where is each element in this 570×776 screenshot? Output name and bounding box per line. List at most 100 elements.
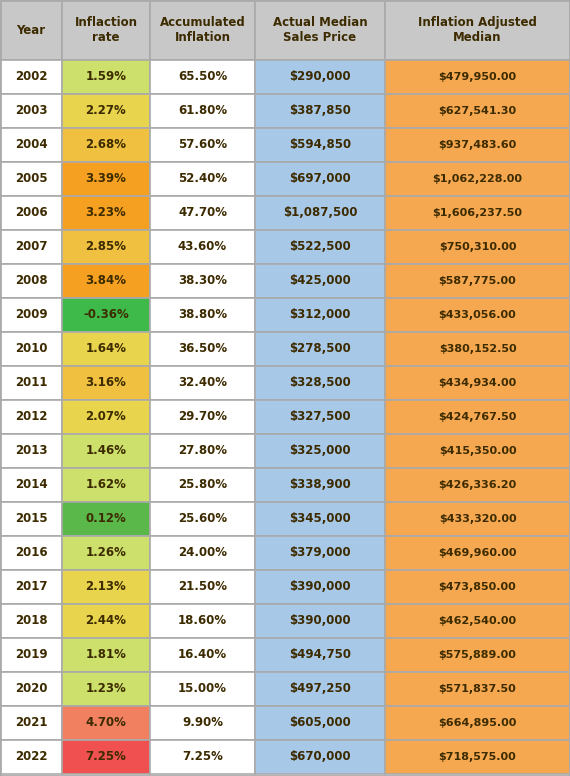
Text: $433,320.00: $433,320.00: [439, 514, 516, 524]
Text: 38.30%: 38.30%: [178, 275, 227, 287]
Text: $575,889.00: $575,889.00: [438, 650, 516, 660]
Bar: [62, 230, 150, 264]
Bar: [150, 366, 255, 400]
Text: $425,000: $425,000: [289, 275, 351, 287]
Text: 2018: 2018: [15, 615, 47, 628]
Text: 2003: 2003: [15, 105, 47, 117]
Bar: [62, 332, 150, 366]
Text: $415,350.00: $415,350.00: [439, 446, 516, 456]
Text: $434,934.00: $434,934.00: [438, 378, 516, 388]
Bar: [385, 434, 570, 468]
Bar: [0, 332, 62, 366]
Bar: [62, 60, 150, 94]
Text: 0.12%: 0.12%: [86, 512, 127, 525]
Bar: [0, 298, 62, 332]
Bar: [255, 264, 385, 298]
Bar: [62, 0, 150, 60]
Text: 2019: 2019: [15, 649, 47, 661]
Bar: [0, 264, 62, 298]
Bar: [150, 298, 255, 332]
Bar: [62, 196, 150, 230]
Bar: [385, 128, 570, 162]
Text: $497,250: $497,250: [289, 683, 351, 695]
Bar: [0, 366, 62, 400]
Text: 1.23%: 1.23%: [86, 683, 127, 695]
Text: Actual Median
Sales Price: Actual Median Sales Price: [272, 16, 367, 44]
Bar: [62, 570, 150, 604]
Bar: [62, 468, 150, 502]
Text: 3.16%: 3.16%: [86, 376, 127, 390]
Text: 2.85%: 2.85%: [86, 241, 127, 254]
Bar: [150, 162, 255, 196]
Text: 27.80%: 27.80%: [178, 445, 227, 458]
Text: 2.68%: 2.68%: [86, 138, 127, 151]
Text: $664,895.00: $664,895.00: [438, 718, 516, 728]
Bar: [385, 740, 570, 774]
Text: $605,000: $605,000: [289, 716, 351, 729]
Text: 52.40%: 52.40%: [178, 172, 227, 185]
Text: $473,850.00: $473,850.00: [439, 582, 516, 592]
Bar: [255, 604, 385, 638]
Text: 1.81%: 1.81%: [86, 649, 127, 661]
Text: $1,062,228.00: $1,062,228.00: [433, 174, 523, 184]
Text: Year: Year: [17, 23, 46, 36]
Text: $345,000: $345,000: [289, 512, 351, 525]
Bar: [255, 298, 385, 332]
Text: $424,767.50: $424,767.50: [438, 412, 516, 422]
Text: $379,000: $379,000: [289, 546, 351, 559]
Bar: [385, 162, 570, 196]
Text: 32.40%: 32.40%: [178, 376, 227, 390]
Text: -0.36%: -0.36%: [83, 309, 129, 321]
Text: $937,483.60: $937,483.60: [438, 140, 516, 150]
Text: $494,750: $494,750: [289, 649, 351, 661]
Text: 2006: 2006: [15, 206, 47, 220]
Bar: [255, 502, 385, 536]
Bar: [385, 502, 570, 536]
Text: $469,960.00: $469,960.00: [438, 548, 517, 558]
Bar: [385, 298, 570, 332]
Text: 1.62%: 1.62%: [86, 479, 127, 491]
Text: $328,500: $328,500: [289, 376, 351, 390]
Bar: [255, 672, 385, 706]
Bar: [62, 366, 150, 400]
Bar: [0, 672, 62, 706]
Text: 2021: 2021: [15, 716, 47, 729]
Text: 2011: 2011: [15, 376, 47, 390]
Text: $390,000: $390,000: [289, 580, 351, 594]
Bar: [385, 60, 570, 94]
Text: 25.60%: 25.60%: [178, 512, 227, 525]
Bar: [62, 264, 150, 298]
Text: 3.23%: 3.23%: [86, 206, 127, 220]
Text: 9.90%: 9.90%: [182, 716, 223, 729]
Bar: [255, 94, 385, 128]
Bar: [255, 162, 385, 196]
Bar: [150, 468, 255, 502]
Bar: [150, 264, 255, 298]
Text: 1.59%: 1.59%: [86, 71, 127, 84]
Text: $290,000: $290,000: [289, 71, 351, 84]
Bar: [62, 94, 150, 128]
Bar: [150, 570, 255, 604]
Text: $312,000: $312,000: [289, 309, 351, 321]
Bar: [255, 740, 385, 774]
Bar: [255, 536, 385, 570]
Bar: [150, 604, 255, 638]
Bar: [0, 434, 62, 468]
Text: $587,775.00: $587,775.00: [439, 276, 516, 286]
Text: $571,837.50: $571,837.50: [439, 684, 516, 694]
Bar: [385, 332, 570, 366]
Bar: [255, 638, 385, 672]
Bar: [0, 162, 62, 196]
Text: 2010: 2010: [15, 342, 47, 355]
Bar: [255, 434, 385, 468]
Text: 43.60%: 43.60%: [178, 241, 227, 254]
Text: 2.07%: 2.07%: [86, 411, 127, 424]
Text: 47.70%: 47.70%: [178, 206, 227, 220]
Text: 2007: 2007: [15, 241, 47, 254]
Text: 24.00%: 24.00%: [178, 546, 227, 559]
Bar: [150, 94, 255, 128]
Bar: [0, 94, 62, 128]
Text: 1.46%: 1.46%: [86, 445, 127, 458]
Bar: [0, 196, 62, 230]
Bar: [255, 570, 385, 604]
